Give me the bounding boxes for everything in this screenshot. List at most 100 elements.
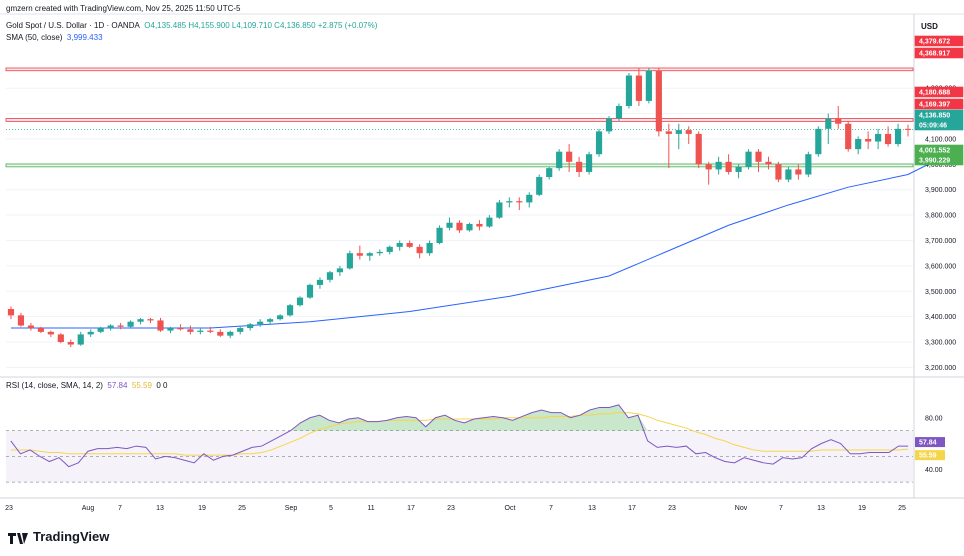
candle-body (97, 328, 104, 332)
symbol-name[interactable]: Gold Spot / U.S. Dollar · 1D · OANDA (6, 21, 140, 30)
candle-body (805, 154, 812, 175)
candle-body (785, 169, 792, 180)
candle-body (904, 128, 912, 130)
candle-body (516, 201, 523, 203)
candle-body (17, 315, 25, 326)
rsi-value-tag (915, 450, 945, 461)
candle-body (835, 118, 842, 124)
candle-body (277, 315, 284, 320)
time-axis-label: 7 (549, 505, 553, 512)
rsi-legend[interactable]: RSI (14, close, SMA, 14, 2) 57.84 55.59 … (6, 381, 167, 390)
candle-body (67, 342, 74, 345)
candle-body (605, 118, 613, 132)
time-axis-label: Nov (735, 505, 748, 512)
candle-body (725, 161, 732, 172)
time-axis-label: 25 (898, 505, 906, 512)
candle-body (506, 201, 513, 203)
candle-body (695, 133, 702, 165)
time-axis-label: 7 (779, 505, 783, 512)
candle-body (197, 330, 204, 332)
candle-body (147, 319, 154, 321)
sma-label: SMA (50, close) (6, 33, 63, 42)
candle-body (386, 246, 393, 252)
candle-body (436, 227, 443, 244)
candle-body (157, 320, 164, 331)
candle-body (665, 131, 672, 134)
candle-body (27, 325, 35, 329)
candle-body (546, 168, 553, 178)
candle-body (247, 324, 254, 329)
candle-body (536, 177, 543, 195)
candle-body (865, 138, 872, 142)
rsi-overbought-fill (10, 404, 909, 431)
candle-body (745, 151, 752, 167)
rsi-extra-values: 0 0 (156, 381, 168, 390)
price-tick-label: 4,000.000 (925, 162, 956, 169)
time-axis-label: 5 (329, 505, 333, 512)
time-axis-label: 13 (817, 505, 825, 512)
rsi-line (10, 404, 909, 468)
candle-body (47, 331, 54, 335)
candle-body (556, 151, 563, 169)
candle-body (177, 328, 184, 330)
candle-body (775, 164, 782, 180)
price-tag-box (914, 154, 964, 166)
sma-legend[interactable]: SMA (50, close) 3,999.433 (6, 33, 103, 42)
candle-body (376, 251, 383, 254)
price-tick-label: 3,400.000 (925, 314, 956, 321)
ohlc-row: Gold Spot / U.S. Dollar · 1D · OANDA O4,… (6, 21, 377, 30)
candle-body (705, 164, 712, 170)
candle-body (286, 305, 294, 316)
currency-label[interactable]: USD (921, 22, 938, 31)
time-axis-label: 23 (668, 505, 676, 512)
candle-body (825, 118, 832, 129)
candle-body (795, 169, 802, 175)
time-axis-label: 19 (858, 505, 866, 512)
ohlc-values: O4,135.485 H4,155.900 L4,109.710 C4,136.… (144, 21, 378, 30)
candle-body (595, 131, 603, 155)
price-tag-box (914, 98, 964, 110)
rsi-sma-value: 55.59 (131, 381, 152, 390)
candle-body (7, 309, 15, 316)
candle-body (217, 331, 224, 336)
time-axis-label: Sep (285, 505, 298, 512)
candle-body (685, 130, 692, 134)
price-tag-label: 4,001.552 (919, 148, 950, 155)
candle-body (675, 130, 682, 134)
candle-body (715, 161, 722, 170)
price-tag-label: 3,990.229 (919, 158, 950, 165)
sma-value: 3,999.433 (66, 33, 103, 42)
time-axis-label: 19 (198, 505, 206, 512)
candle-body (845, 123, 852, 150)
candle-body (466, 223, 473, 231)
tradingview-logo[interactable]: TradingView (8, 529, 109, 544)
sma-line (10, 164, 929, 329)
price-tag-label: 4,180.688 (919, 90, 950, 97)
candle-body (426, 243, 433, 254)
candle-body (576, 161, 583, 172)
candle-body (57, 334, 64, 343)
tradingview-logo-text: TradingView (33, 529, 110, 544)
candle-body (336, 268, 343, 273)
candle-body (635, 75, 642, 101)
candle-body (615, 105, 623, 119)
price-tag-label: 4,379.672 (919, 39, 950, 46)
candle-body (227, 331, 234, 336)
candle-body (496, 202, 503, 218)
rsi-value: 57.84 (107, 381, 128, 390)
candle-body (306, 284, 314, 298)
rsi-sma-line (10, 412, 909, 456)
rsi-tick-label: 40.00 (925, 467, 943, 474)
candle-body (107, 325, 114, 329)
time-axis-label: 25 (238, 505, 246, 512)
resistance-zone (5, 118, 914, 122)
price-tag-box (914, 86, 964, 98)
candle-body (326, 272, 334, 280)
candle-body (655, 70, 662, 132)
price-tag-label: 4,368.917 (919, 51, 950, 58)
time-axis-label: 17 (407, 505, 415, 512)
candle-body (77, 334, 84, 345)
support-zone (5, 163, 914, 168)
price-tick-label: 3,600.000 (925, 263, 956, 270)
